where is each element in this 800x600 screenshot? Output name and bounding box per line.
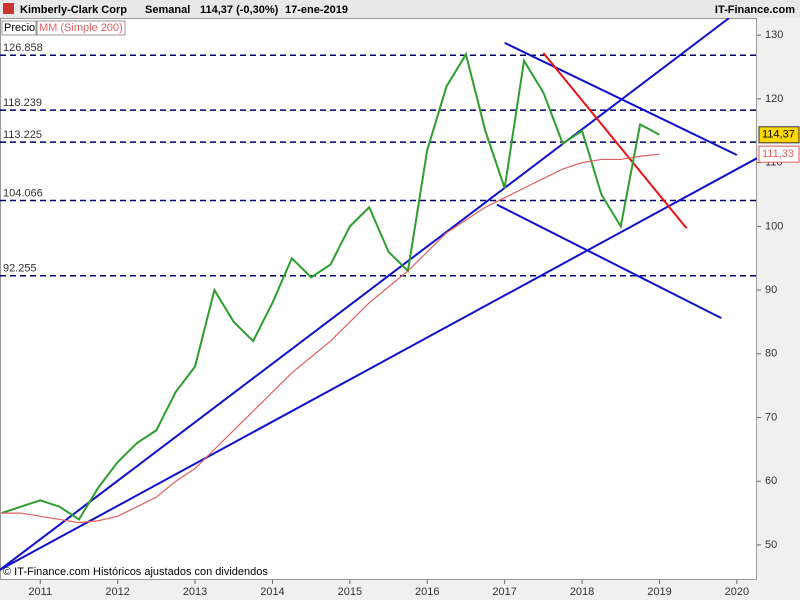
x-tick-label: 2017 (492, 586, 516, 598)
level-label: 113.225 (3, 129, 42, 141)
legend-label: Precio (4, 22, 35, 34)
bottom-axis-bg (0, 580, 800, 600)
header-bar (0, 0, 800, 18)
trendline (504, 41, 738, 156)
y-tick-label: 70 (765, 411, 777, 423)
level-label: 126.858 (3, 42, 43, 54)
right-axis-bg (757, 18, 800, 600)
source: IT-Finance.com (715, 4, 795, 16)
x-tick-label: 2013 (183, 586, 207, 598)
y-tick-label: 120 (765, 93, 783, 105)
y-tick-label: 80 (765, 348, 777, 360)
trendline (0, 157, 757, 571)
legend-box (36, 20, 126, 36)
y-tick-label: 100 (765, 220, 783, 232)
x-tick-label: 2019 (647, 586, 671, 598)
last-value-label: 111,33 (762, 148, 794, 160)
series-line (1, 51, 660, 521)
x-tick-label: 2018 (570, 586, 594, 598)
trendline (542, 52, 688, 229)
x-tick-label: 2015 (338, 586, 362, 598)
logo-icon (3, 3, 14, 14)
y-tick-label: 50 (765, 539, 777, 551)
series-line (1, 153, 660, 524)
quote: 114,37 (-0,30%) (200, 4, 279, 16)
level-label: 104.066 (3, 187, 43, 199)
chart-title: Kimberly-Clark Corp (20, 4, 127, 16)
x-tick-label: 2011 (28, 586, 52, 598)
footer: © IT-Finance.com Históricos ajustados co… (3, 566, 268, 578)
y-tick-label: 60 (765, 475, 777, 487)
last-value-label: 114,37 (762, 129, 795, 141)
last-value-box (758, 126, 800, 144)
y-tick-label: 130 (765, 29, 783, 41)
x-tick-label: 2016 (415, 586, 439, 598)
legend-label: MM (Simple 200) (39, 22, 123, 34)
level-label: 92.255 (3, 263, 37, 275)
trendline (496, 203, 722, 320)
trendline (0, 18, 730, 571)
x-tick-label: 2020 (725, 586, 749, 598)
legend-box (1, 20, 37, 36)
period: Semanal (145, 4, 190, 16)
y-tick-label: 90 (765, 284, 777, 296)
x-tick-label: 2012 (105, 586, 129, 598)
plot-frame (0, 18, 757, 580)
date: 17-ene-2019 (285, 4, 348, 16)
level-label: 118.239 (3, 97, 42, 109)
x-tick-label: 2014 (260, 586, 284, 598)
last-value-box (758, 145, 800, 163)
